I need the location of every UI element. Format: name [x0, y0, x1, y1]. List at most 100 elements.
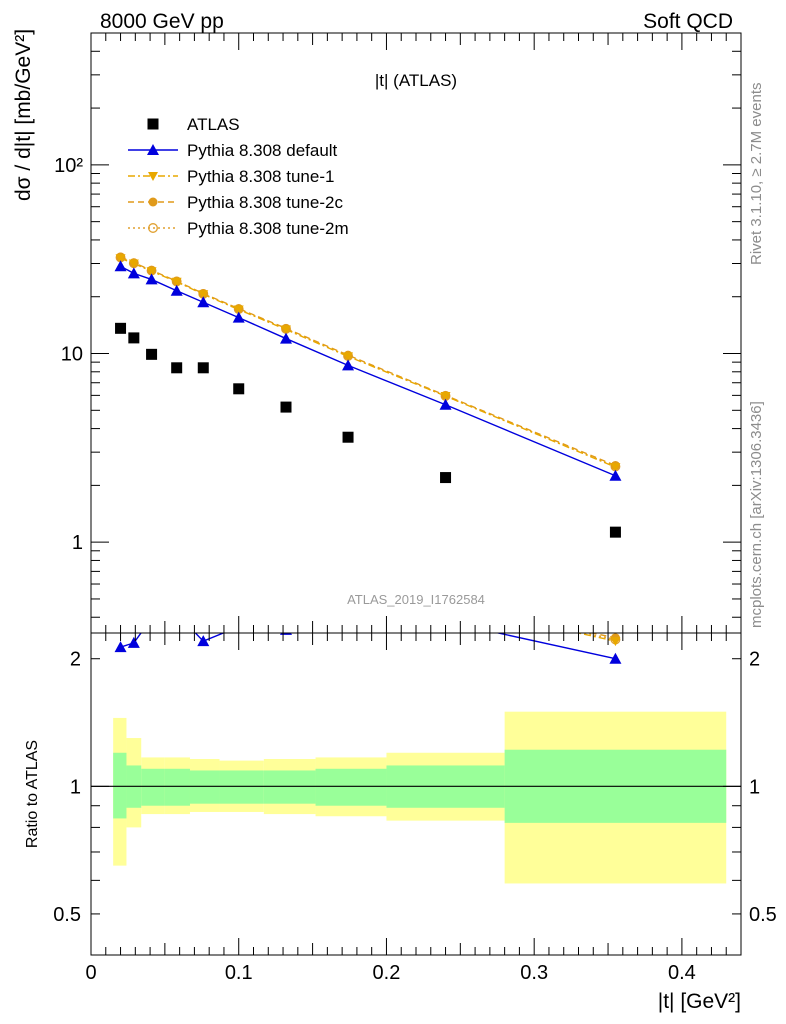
main-ytick-label: 1: [72, 532, 83, 554]
ratio-ytick-label-left: 0.5: [53, 904, 81, 926]
ratio-band-inner: [164, 768, 190, 806]
x-tick-label: 0: [85, 962, 96, 984]
x-tick-label: 0.4: [668, 962, 696, 984]
main-series-2-point: [610, 463, 621, 473]
header-right: Soft QCD: [643, 10, 733, 33]
ratio-series-1-point: [199, 615, 208, 624]
ratio-series-0-point: [147, 594, 156, 603]
main-ylabel: dσ / d|t| [mb/GeV²]: [12, 29, 35, 201]
ratio-series-1-point: [282, 605, 291, 614]
x-tick-label: 0.3: [520, 962, 548, 984]
main-series-2-point: [146, 267, 157, 277]
ratio-band-inner: [219, 770, 264, 804]
ratio-series-2-point: [172, 589, 182, 598]
watermark: ATLAS_2019_I1762584: [347, 592, 485, 607]
ratio-series-2-point: [281, 608, 291, 617]
ratio-ytick-label-left: 2: [70, 649, 81, 671]
ratio-series-2-point: [234, 604, 244, 613]
legend-label: ATLAS: [187, 115, 240, 134]
x-tick-label: 0.1: [225, 962, 253, 984]
main-data-series-0-point: [128, 332, 140, 344]
main-data-series-0-point: [197, 362, 209, 374]
ratio-series-0-point: [199, 616, 208, 625]
main-data-series-0-point: [233, 383, 245, 395]
main-series-2-point: [233, 305, 244, 315]
ratio-default-series-0-point: [114, 641, 127, 653]
ratio-ylabel: Ratio to ATLAS: [24, 740, 41, 848]
ratio-series-0-point: [282, 606, 291, 615]
main-series-3-point: [114, 260, 127, 272]
ratio-default-series-0-point: [146, 612, 158, 623]
ratio-series-1-point: [172, 587, 181, 596]
main-series-3-point: [197, 296, 210, 308]
main-title: |t| (ATLAS): [375, 71, 457, 90]
ratio-series-2-point: [147, 595, 157, 604]
main-series-3-point: [127, 267, 140, 279]
main-series-3-point: [280, 332, 292, 344]
ratio-default-series-0-point: [127, 636, 140, 648]
main-series-3-point: [439, 398, 452, 410]
main-series-3-line: [120, 265, 616, 477]
main-data-series-0-point: [440, 472, 452, 484]
ratio-default-series-0-point: [440, 615, 452, 626]
main-series-2-line: [120, 257, 616, 468]
header-left: 8000 GeV pp: [100, 10, 224, 33]
main-series-3-point: [232, 311, 245, 323]
ratio-band-inner: [189, 770, 220, 804]
ratio-series-0-point: [234, 603, 243, 612]
legend-marker: [148, 223, 158, 233]
main-data-series-0-point: [171, 362, 183, 374]
ratio-band-inner: [141, 768, 165, 806]
legend-marker: [148, 172, 158, 181]
ratio-series-2-point: [198, 617, 208, 626]
main-series-2-point: [440, 392, 451, 402]
ratio-plot-area: [91, 587, 741, 884]
ratio-panel: 0.5 0.5 1 1 2 2 0 0.1 0.2 0.3 0.4 Ratio to ATLAS |…: [24, 587, 777, 1013]
legend-marker: [147, 118, 159, 130]
main-series-2-point: [115, 254, 126, 264]
ratio-default-series-0-point: [171, 607, 183, 618]
ratio-series-0-point: [172, 588, 181, 597]
legend-label: Pythia 8.308 tune-2c: [187, 193, 343, 212]
ratio-series-2-point: [129, 615, 139, 624]
ratio-series-2-point: [610, 637, 621, 647]
x-tick-label: 0.2: [373, 962, 401, 984]
main-series-2-point: [128, 259, 139, 269]
main-series-3-point: [342, 359, 355, 371]
rivet-label: Rivet 3.1.10, ≥ 2.7M events: [748, 83, 765, 266]
main-series-2-point: [343, 352, 354, 362]
legend: ATLAS Pythia 8.308 default Pythia 8.308 tu…: [128, 115, 349, 238]
ratio-default-series-0-point: [342, 615, 354, 626]
main-data-series-0-point: [342, 431, 354, 443]
main-data-series-0-point: [115, 322, 127, 334]
ratio-default-series-0-line: [120, 633, 616, 660]
ratio-ytick-label-left: 1: [70, 776, 81, 798]
main-series-1-line: [120, 256, 616, 467]
main-ytick-label: 10²: [54, 155, 83, 177]
legend-label: Pythia 8.308 tune-1: [187, 167, 334, 186]
ratio-default-series-0-point: [609, 652, 622, 664]
main-series-3-point: [170, 284, 183, 296]
main-data-series-0-point: [280, 401, 292, 413]
main-plot-area: [114, 252, 622, 538]
main-panel: 1 10 10² |t| (ATLAS) ATLAS_2019_I1762584 d…: [12, 29, 742, 634]
main-series-2-point: [281, 325, 291, 335]
ratio-ytick-label-right: 1: [749, 776, 760, 798]
main-ticks: 1 10 10²: [54, 33, 742, 633]
ratio-ytick-label-right: 2: [749, 649, 760, 671]
ratio-series-1-point: [129, 613, 138, 622]
main-series-3-point: [609, 469, 622, 481]
source-label: mcplots.cern.ch [arXiv:1306.3436]: [748, 401, 765, 628]
ratio-series-1-point: [147, 593, 156, 602]
legend-marker: [147, 144, 159, 155]
ratio-series-1-point: [234, 602, 243, 611]
ratio-band-inner: [315, 768, 387, 806]
ratio-series-0-point: [130, 614, 139, 623]
legend-label: Pythia 8.308 default: [187, 141, 338, 160]
ratio-frame: [90, 632, 742, 956]
ratio-ytick-label-right: 0.5: [749, 904, 777, 926]
main-series-2-point: [171, 277, 182, 287]
legend-marker: [148, 197, 158, 207]
main-data-series-0-point: [609, 526, 621, 538]
